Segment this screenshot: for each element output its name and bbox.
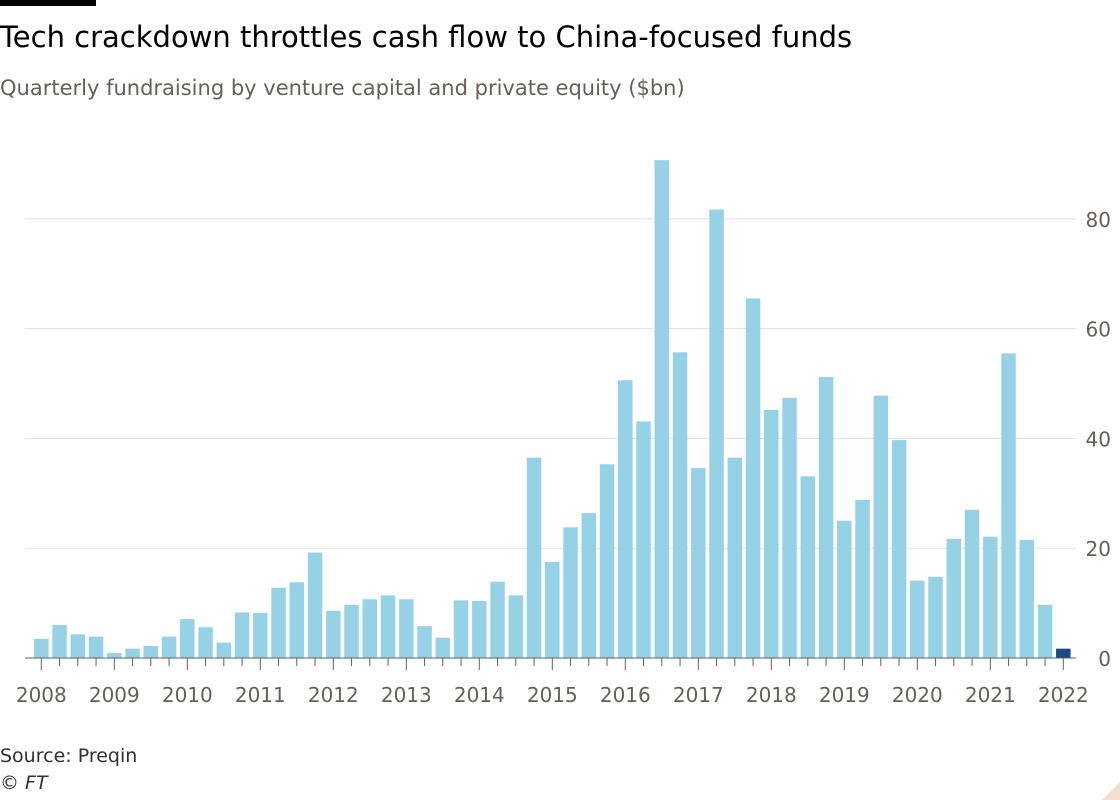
x-tick-label: 2011	[235, 683, 286, 707]
chart-title: Tech crackdown throttles cash flow to Ch…	[0, 20, 853, 54]
bar	[107, 653, 122, 658]
bar	[216, 642, 232, 658]
bar	[435, 637, 451, 658]
bar	[362, 599, 378, 658]
bar	[143, 645, 159, 658]
bar	[964, 509, 980, 658]
x-tick-label: 2010	[162, 683, 213, 707]
bar	[289, 582, 305, 658]
bar	[672, 352, 688, 658]
x-tick-label: 2008	[16, 683, 67, 707]
bar	[618, 380, 633, 658]
x-tick-label: 2013	[381, 683, 432, 707]
bar-highlight	[1056, 648, 1071, 658]
x-tick-label: 2014	[454, 683, 505, 707]
bar	[453, 600, 469, 658]
y-tick-label: 0	[1098, 647, 1111, 671]
bar	[983, 536, 998, 658]
page-corner-fold	[1102, 782, 1120, 800]
bar	[1019, 539, 1035, 658]
ft-brand-bar	[0, 0, 96, 6]
x-tick-label: 2012	[308, 683, 359, 707]
bar	[307, 552, 323, 658]
x-tick-label: 2022	[1038, 683, 1089, 707]
bar	[545, 561, 560, 658]
bar	[654, 160, 670, 658]
bar	[1001, 353, 1016, 658]
bar	[563, 527, 578, 658]
bar	[52, 625, 67, 658]
bar	[745, 298, 761, 658]
bar	[490, 581, 505, 658]
bar	[928, 576, 943, 658]
bar	[709, 209, 724, 658]
bar	[88, 636, 104, 658]
y-tick-label: 80	[1086, 208, 1111, 232]
bar	[253, 612, 268, 658]
bar	[472, 600, 487, 658]
bar	[508, 595, 524, 658]
bar	[399, 599, 414, 658]
y-tick-label: 20	[1086, 537, 1111, 561]
bar	[344, 604, 359, 658]
bar	[70, 634, 86, 658]
x-tick-label: 2017	[673, 683, 724, 707]
x-tick-label: 2018	[746, 683, 797, 707]
bar	[764, 409, 779, 658]
y-tick-label: 60	[1086, 318, 1111, 342]
bar	[910, 580, 925, 658]
bar	[691, 468, 706, 658]
x-tick-label: 2021	[965, 683, 1016, 707]
x-tick-label: 2015	[527, 683, 578, 707]
source-note: Source: Preqin	[0, 745, 138, 767]
bar	[380, 595, 396, 658]
bar	[234, 612, 250, 658]
bar	[727, 457, 743, 658]
y-tick-label: 40	[1086, 427, 1111, 451]
bar	[800, 476, 816, 658]
bar	[581, 513, 597, 658]
bar	[837, 520, 852, 658]
x-tick-label: 2020	[892, 683, 943, 707]
bar	[873, 395, 889, 658]
bar	[855, 499, 870, 658]
bar	[198, 627, 213, 658]
bar	[417, 626, 432, 658]
bar	[161, 636, 177, 658]
bar	[271, 587, 286, 658]
chart-subtitle: Quarterly fundraising by venture capital…	[0, 76, 685, 100]
bar	[891, 440, 907, 658]
bar	[636, 421, 651, 658]
bar	[180, 619, 195, 658]
bar	[526, 457, 542, 658]
bar	[125, 648, 140, 658]
bar	[1037, 604, 1053, 658]
bar	[946, 538, 962, 658]
copyright-note: © FT	[0, 772, 48, 794]
x-tick-label: 2019	[819, 683, 870, 707]
x-tick-label: 2016	[600, 683, 651, 707]
bar	[326, 610, 341, 658]
x-tick-label: 2009	[89, 683, 140, 707]
bar	[782, 397, 797, 658]
bar	[818, 376, 834, 658]
bar	[34, 638, 49, 658]
bar	[599, 464, 615, 658]
